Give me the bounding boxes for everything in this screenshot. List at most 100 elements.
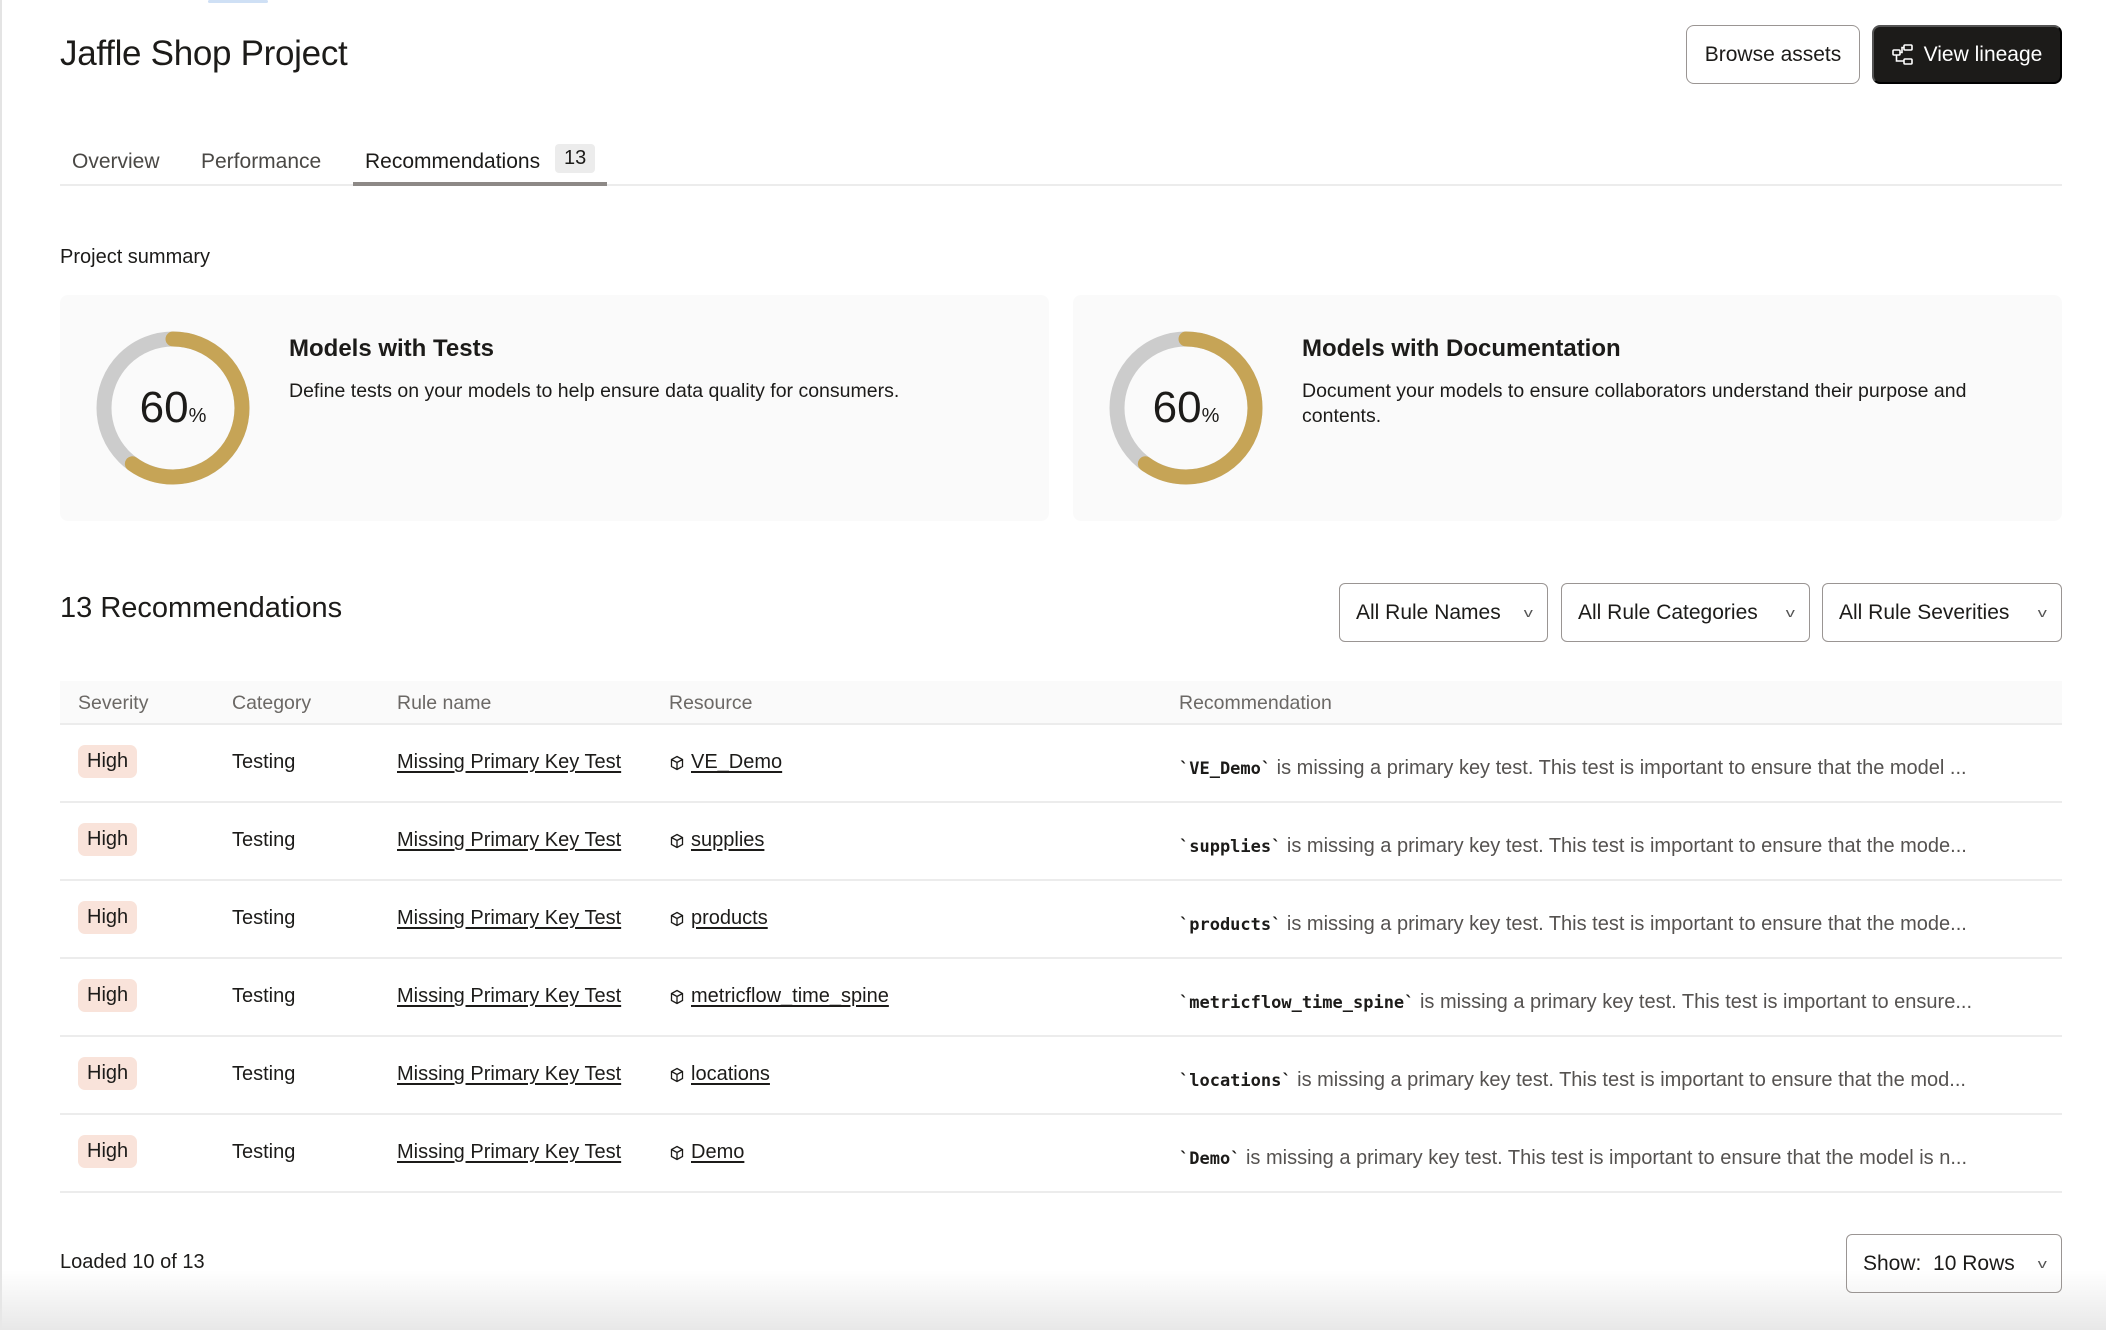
percent-unit: % [1201,404,1220,427]
category-cell: Testing [232,1063,296,1085]
tab-overview[interactable]: Overview [72,150,160,173]
project-summary-label: Project summary [60,246,211,268]
rule-name-link[interactable]: Missing Primary Key Test [397,1141,622,1163]
documentation-progress-ring [1109,331,1263,485]
table-row[interactable]: High Testing Missing Primary Key Test De… [60,1115,2062,1193]
column-rule-name[interactable]: Rule name [397,692,492,714]
severity-badge: High [78,1057,138,1090]
rule-name-link[interactable]: Missing Primary Key Test [397,751,622,773]
table-row[interactable]: High Testing Missing Primary Key Test pr… [60,881,2062,959]
table-header: Severity Category Rule name Resource Rec… [60,681,2062,725]
category-cell: Testing [232,751,296,773]
resource-code: `supplies` [1179,837,1282,857]
column-category[interactable]: Category [232,692,312,714]
severity-badge: High [78,1135,138,1168]
resource-link[interactable]: supplies [691,829,765,851]
resource-code: `metricflow_time_spine` [1179,993,1415,1013]
tab-bar: Overview Performance Recommendations 13 [60,140,2062,186]
chevron-down-icon: v [1785,605,1795,620]
resource-code: `Demo` [1179,1149,1241,1169]
rule-name-link[interactable]: Missing Primary Key Test [397,1063,622,1085]
model-cube-icon [670,755,684,770]
column-resource[interactable]: Resource [669,692,753,714]
chevron-down-icon: v [2037,1256,2047,1271]
rule-severities-filter[interactable]: All Rule Severities v [1822,583,2062,642]
column-recommendation[interactable]: Recommendation [1179,692,1332,714]
rule-categories-filter[interactable]: All Rule Categories v [1561,583,1810,642]
filter-label: All Rule Categories [1578,600,1758,624]
table-row[interactable]: High Testing Missing Primary Key Test VE… [60,725,2062,803]
show-label: Show: [1863,1251,1922,1275]
model-cube-icon [670,911,684,926]
category-cell: Testing [232,1141,296,1163]
resource-cell: locations [669,1063,770,1086]
resource-link[interactable]: metricflow_time_spine [691,985,889,1007]
rule-name-link[interactable]: Missing Primary Key Test [397,829,622,851]
card-title: Models with Documentation [1302,335,1621,362]
page-title: Jaffle Shop Project [60,34,348,73]
bottom-fade [0,1270,2106,1330]
tests-progress-ring [96,331,250,485]
show-value: 10 Rows [1933,1251,2015,1275]
recommendation-body: is missing a primary key test. This test… [1281,913,1967,935]
severity-badge: High [78,979,138,1012]
chevron-down-icon: v [1523,605,1533,620]
model-cube-icon [670,833,684,848]
view-lineage-button[interactable]: View lineage [1872,25,2062,84]
resource-link[interactable]: Demo [691,1141,745,1163]
filter-label: All Rule Names [1356,600,1501,624]
table-row[interactable]: High Testing Missing Primary Key Test me… [60,959,2062,1037]
model-cube-icon [670,1067,684,1082]
resource-cell: products [669,907,768,930]
top-indicator [208,0,268,3]
severity-badge: High [78,901,138,934]
resource-link[interactable]: VE_Demo [691,751,783,773]
filter-label: All Rule Severities [1839,600,2010,624]
card-title: Models with Tests [289,335,494,362]
resource-code: `locations` [1179,1071,1292,1091]
category-cell: Testing [232,829,296,851]
tab-recommendations-label: Recommendations [365,150,541,173]
browse-assets-button[interactable]: Browse assets [1686,25,1860,84]
card-description: Document your models to ensure collabora… [1302,380,1967,427]
tab-performance[interactable]: Performance [201,150,322,173]
recommendation-text: `supplies` is missing a primary key test… [1179,835,2059,858]
resource-link[interactable]: locations [691,1063,770,1085]
browse-assets-label: Browse assets [1704,42,1842,66]
table-row[interactable]: High Testing Missing Primary Key Test lo… [60,1037,2062,1115]
left-border [0,0,2,1330]
resource-cell: supplies [669,829,764,852]
table-row[interactable]: High Testing Missing Primary Key Test su… [60,803,2062,881]
ring-progress [1109,331,1263,485]
severity-badge: High [78,745,138,778]
recommendation-body: is missing a primary key test. This test… [1281,835,1967,857]
documentation-percent: 60% [1109,331,1263,485]
tab-recommendations[interactable]: Recommendations 13 [353,140,607,186]
rows-per-page-select[interactable]: Show: 10 Rows v [1846,1234,2062,1293]
chevron-down-icon: v [2037,605,2047,620]
recommendation-text: `Demo` is missing a primary key test. Th… [1179,1147,2059,1170]
view-lineage-label: View lineage [1923,42,2043,66]
models-with-documentation-card: 60% Models with Documentation Document y… [1073,295,2062,521]
recommendation-text: `metricflow_time_spine` is missing a pri… [1179,991,2059,1014]
percent-unit: % [188,404,207,427]
resource-cell: metricflow_time_spine [669,985,889,1008]
column-severity[interactable]: Severity [78,692,149,714]
rule-name-link[interactable]: Missing Primary Key Test [397,907,622,929]
card-description: Define tests on your models to help ensu… [289,380,900,402]
recommendation-body: is missing a primary key test. This test… [1240,1147,1968,1169]
tests-percent: 60% [96,331,250,485]
rule-name-link[interactable]: Missing Primary Key Test [397,985,622,1007]
recommendation-body: is missing a primary key test. This test… [1291,1069,1966,1091]
tests-percent-value: 60 [139,383,189,432]
resource-cell: Demo [669,1141,744,1164]
rule-names-filter[interactable]: All Rule Names v [1339,583,1548,642]
model-cube-icon [670,989,684,1004]
loaded-count: Loaded 10 of 13 [60,1251,205,1273]
recommendation-body: is missing a primary key test. This test… [1414,991,1973,1013]
resource-link[interactable]: products [691,907,768,929]
recommendation-text: `VE_Demo` is missing a primary key test.… [1179,757,2059,780]
recommendation-body: is missing a primary key test. This test… [1271,757,1967,779]
ring-progress [96,331,250,485]
documentation-percent-value: 60 [1152,383,1202,432]
